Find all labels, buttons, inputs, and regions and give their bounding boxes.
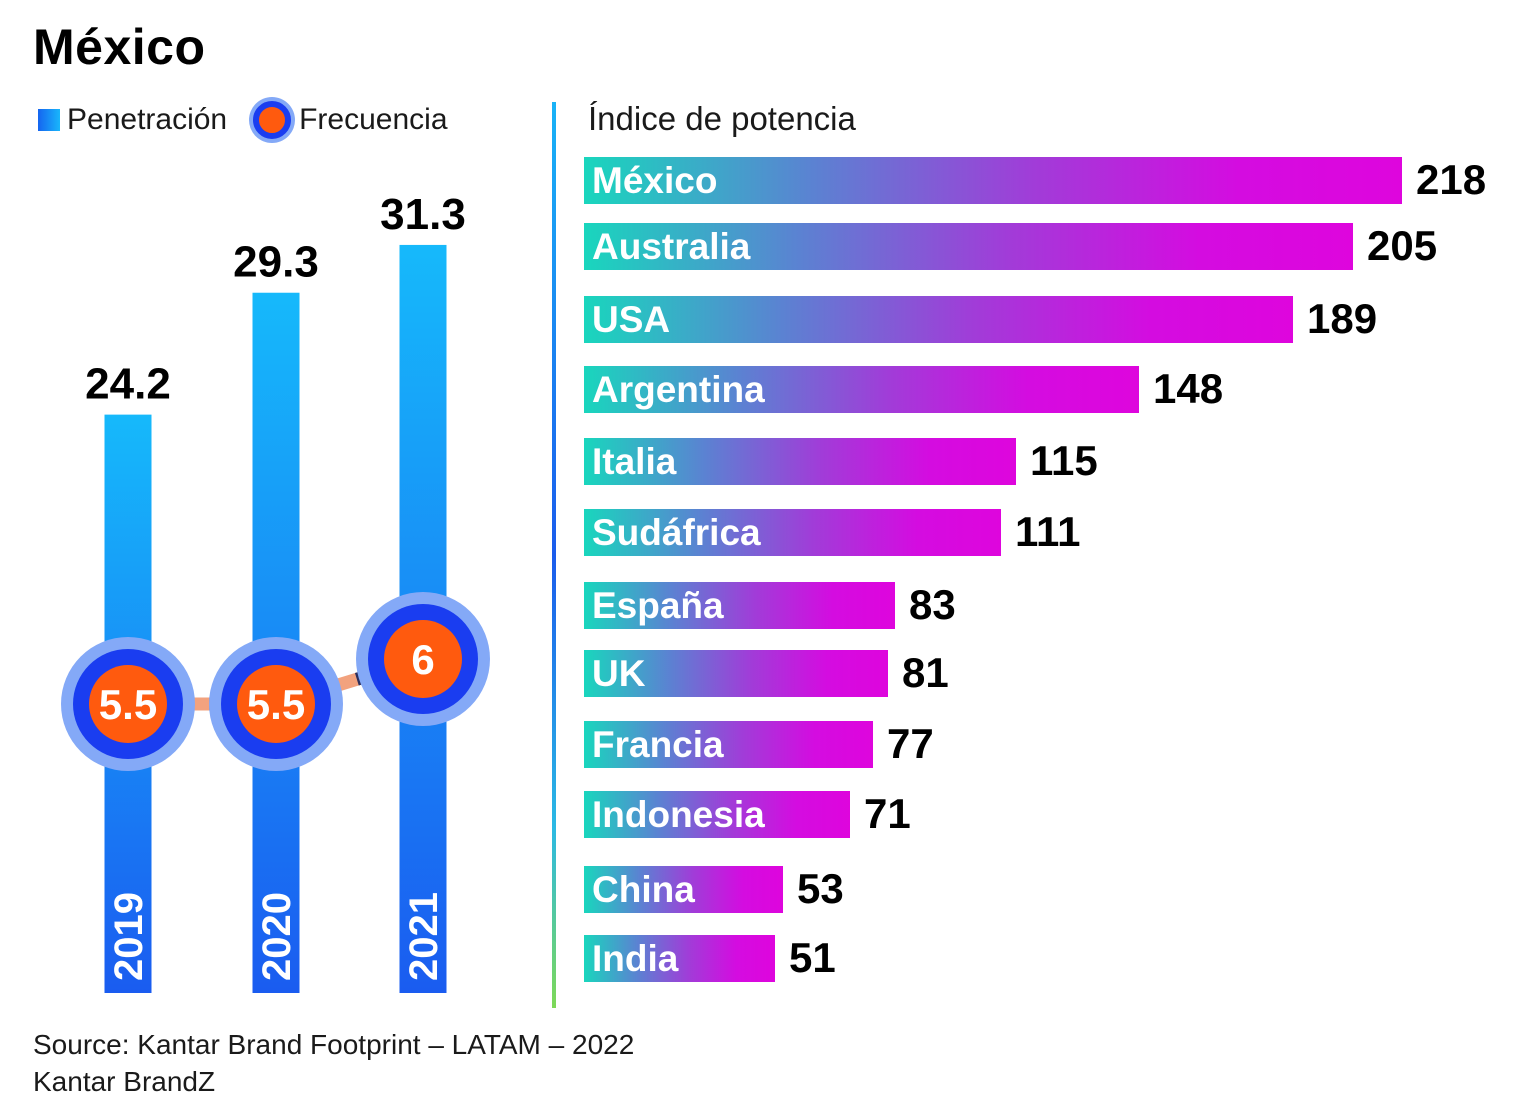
power-bar-label-sudafrica: Sudáfrica — [592, 512, 761, 553]
penetration-value-2020: 29.3 — [233, 238, 319, 287]
power-value-china: 53 — [797, 865, 844, 912]
frequency-dot-2020: 5.5 — [209, 637, 343, 771]
power-bar-uk: UK — [584, 650, 888, 697]
power-bar-mexico: México — [584, 157, 1402, 204]
penetration-frequency-chart: 24.2 29.3 31.3 2019 2020 2021 5.5 5.5 6 — [61, 190, 490, 994]
frequency-value-2021: 6 — [411, 636, 434, 683]
power-bar-italia: Italia — [584, 438, 1016, 485]
power-value-italia: 115 — [1030, 437, 1098, 484]
frequency-value-2019: 5.5 — [99, 681, 157, 728]
power-value-francia: 77 — [887, 720, 934, 767]
power-value-uk: 81 — [902, 649, 949, 696]
power-value-argentina: 148 — [1153, 365, 1224, 412]
power-bar-india: India — [584, 935, 775, 982]
power-bar-label-argentina: Argentina — [592, 369, 765, 410]
legend: Penetración Frecuencia — [38, 100, 448, 140]
right-chart-title: Índice de potencia — [588, 100, 856, 137]
power-bar-label-mexico: México — [592, 160, 718, 201]
source-note: Source: Kantar Brand Footprint – LATAM –… — [33, 1026, 634, 1100]
power-bar-china: China — [584, 866, 783, 913]
power-bar-label-indonesia: Indonesia — [592, 794, 765, 835]
chart-title: México — [33, 19, 206, 75]
power-bar-label-uk: UK — [592, 653, 646, 694]
power-bar-sudafrica: Sudáfrica — [584, 509, 1001, 556]
power-bar-argentina: Argentina — [584, 366, 1139, 413]
power-bar-label-francia: Francia — [592, 724, 724, 765]
power-bar-label-espana: España — [592, 585, 724, 626]
power-value-australia: 205 — [1367, 222, 1438, 269]
frequency-dot-icon — [253, 101, 292, 139]
power-bar-francia: Francia — [584, 721, 873, 768]
power-value-mexico: 218 — [1416, 156, 1487, 203]
legend-frequency: Frecuencia — [299, 103, 448, 136]
year-label-2020: 2020 — [255, 892, 299, 981]
frequency-dot-2021: 6 — [356, 592, 490, 726]
power-value-india: 51 — [789, 934, 836, 981]
power-bar-usa: USA — [584, 296, 1293, 343]
power-bar-label-italia: Italia — [592, 441, 677, 482]
year-label-2019: 2019 — [107, 892, 151, 981]
divider — [552, 102, 556, 1008]
power-bar-espana: España — [584, 582, 895, 629]
legend-penetration: Penetración — [67, 103, 228, 136]
penetration-value-2021: 31.3 — [380, 190, 466, 239]
power-value-sudafrica: 111 — [1015, 508, 1081, 555]
power-bar-indonesia: Indonesia — [584, 791, 850, 838]
frequency-value-2020: 5.5 — [247, 681, 305, 728]
source-line-1: Source: Kantar Brand Footprint – LATAM –… — [33, 1029, 635, 1060]
power-value-espana: 83 — [909, 581, 956, 628]
penetration-value-2019: 24.2 — [85, 360, 171, 409]
year-label-2021: 2021 — [402, 892, 446, 981]
source-line-2: Kantar BrandZ — [33, 1066, 216, 1097]
power-bar-label-india: India — [592, 938, 679, 979]
power-bar-label-usa: USA — [592, 299, 671, 340]
power-value-usa: 189 — [1307, 295, 1378, 342]
power-bar-label-australia: Australia — [592, 226, 751, 267]
power-bar-australia: Australia — [584, 223, 1353, 270]
penetration-swatch-icon — [38, 109, 60, 131]
frequency-dot-2019: 5.5 — [61, 637, 195, 771]
power-bar-label-china: China — [592, 869, 695, 910]
power-value-indonesia: 71 — [864, 790, 911, 837]
